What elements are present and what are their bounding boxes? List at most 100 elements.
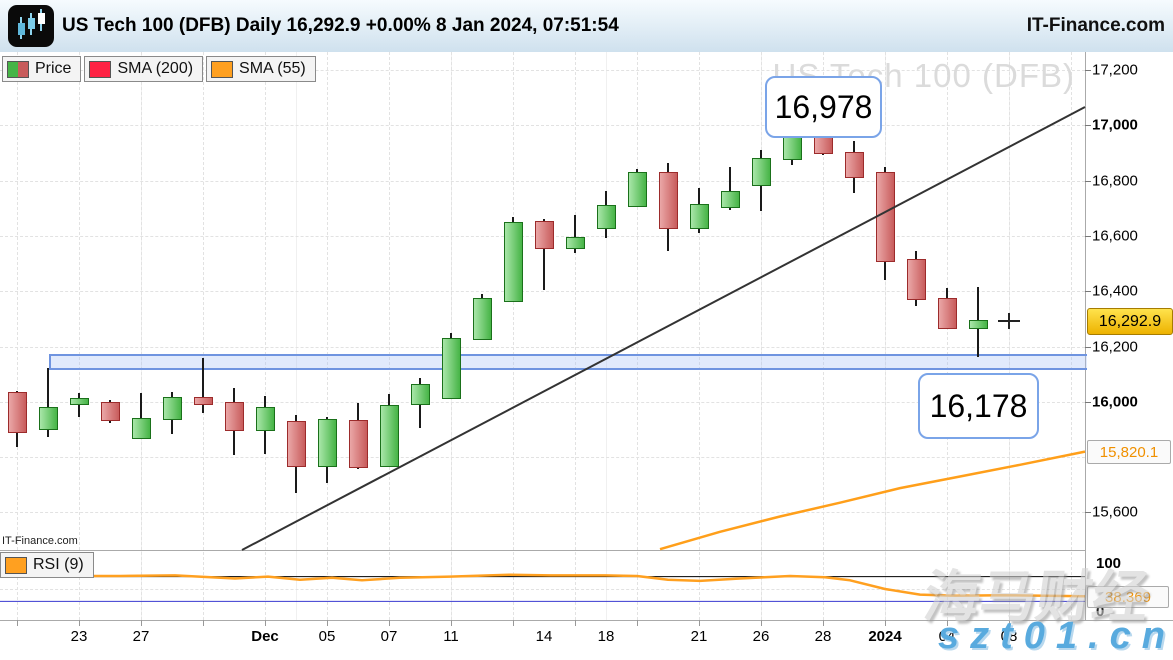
sma200-swatch: [89, 60, 112, 78]
chart-right-border: [1085, 52, 1086, 620]
y-axis-tick: [1085, 70, 1091, 71]
candle-body-up: [256, 407, 275, 432]
horizontal-gridline: [0, 180, 1085, 182]
candle-body-down: [101, 401, 120, 421]
rsi-line: [3, 573, 1086, 598]
support-zone-band: [49, 354, 1087, 370]
current-price-tag: 16,292.9: [1087, 308, 1173, 335]
x-axis-label: 21: [690, 628, 708, 645]
horizontal-gridline: [0, 70, 1085, 71]
price-swatch: [7, 60, 29, 78]
x-axis-tick: [761, 620, 762, 626]
rsi-swatch: [5, 556, 27, 574]
candle-body-down: [659, 172, 678, 229]
vertical-gridline: [327, 52, 328, 620]
x-axis-tick: [389, 620, 390, 626]
chart-canvas[interactable]: US Tech 100 (DFB) Price SMA (200) SMA (5…: [0, 52, 1173, 660]
candle-body-up: [380, 404, 399, 468]
x-axis-tick: [699, 620, 700, 626]
pane-divider: [0, 550, 1085, 551]
vertical-gridline: [761, 52, 762, 620]
vertical-gridline: [1009, 52, 1010, 620]
y-axis-tick: [1085, 401, 1091, 403]
legend-sma200-label: SMA (200): [117, 60, 194, 77]
vertical-gridline: [203, 52, 204, 620]
x-axis-tick: [17, 620, 18, 626]
x-axis-tick: [885, 620, 886, 626]
x-axis-tick: [451, 620, 452, 626]
x-axis-label: 18: [597, 628, 615, 645]
legend-item-sma200[interactable]: SMA (200): [84, 56, 204, 82]
x-axis-tick: [79, 620, 80, 626]
y-axis-tick: [1085, 235, 1091, 237]
candle-body-down: [845, 151, 864, 178]
x-axis-tick: [947, 620, 948, 626]
vertical-gridline: [575, 52, 576, 620]
candle-body-up: [473, 297, 492, 340]
y-axis-tick: [1085, 125, 1091, 127]
cn-domain-watermark: szt01.cn: [938, 615, 1173, 657]
vertical-gridline: [265, 52, 266, 620]
vertical-gridline: [79, 52, 80, 620]
legend-price-label: Price: [35, 60, 72, 77]
y-axis-tick: [1085, 512, 1091, 514]
high-callout-value: 16,978: [774, 88, 873, 125]
rsi-value-tag: 38.369: [1087, 586, 1169, 608]
x-axis-tick: [327, 620, 328, 626]
candlestick-logo-icon: [8, 5, 54, 47]
horizontal-gridline: [0, 346, 1085, 348]
candle-wick: [140, 393, 142, 439]
legend-item-sma55[interactable]: SMA (55): [206, 56, 316, 82]
candle-body-down: [349, 420, 368, 469]
vertical-gridline: [17, 52, 18, 620]
header-bar: US Tech 100 (DFB) Daily 16,292.9 +0.00% …: [0, 0, 1173, 53]
candle-body-down: [225, 401, 244, 432]
candle-body-up: [566, 237, 585, 249]
week-gridline: [606, 52, 607, 620]
x-axis-label: 14: [535, 628, 553, 645]
week-gridline: [296, 52, 297, 620]
rsi-bottom-border: [0, 620, 1173, 621]
candle-body-up: [690, 203, 709, 229]
x-axis-tick: [1009, 620, 1010, 626]
site-watermark-small: IT-Finance.com: [2, 535, 78, 547]
candle-body-up: [442, 337, 461, 400]
rsi-mid-gridline: [0, 589, 1085, 590]
x-axis-tick: [637, 620, 638, 626]
x-axis-tick: [575, 620, 576, 626]
candle-body-down: [907, 259, 926, 301]
y-axis-tick: [1085, 291, 1091, 293]
support-callout-value: 16,178: [929, 387, 1028, 424]
vertical-gridline: [141, 52, 142, 620]
candle-body-down: [287, 421, 306, 468]
candle-body-up: [70, 397, 89, 405]
legend-bar: Price SMA (200) SMA (55): [2, 56, 316, 82]
candle-body-up: [721, 190, 740, 208]
x-axis-tick: [513, 620, 514, 626]
candle-body-up: [318, 418, 337, 468]
vertical-gridline: [699, 52, 700, 620]
sma55-line: [659, 450, 1086, 551]
x-axis-tick: [265, 620, 266, 626]
y-axis-tick: [1085, 346, 1091, 348]
y-axis-label: 16,400: [1092, 282, 1138, 300]
vertical-gridline: [513, 52, 514, 620]
candle-body-up: [628, 172, 647, 207]
legend-item-rsi[interactable]: RSI (9): [0, 552, 94, 578]
vertical-gridline: [389, 52, 390, 620]
legend-item-price[interactable]: Price: [2, 56, 82, 82]
x-axis-label: Dec: [251, 628, 279, 645]
x-axis-label: 07: [380, 628, 398, 645]
candle-body-up: [783, 136, 802, 160]
x-axis-label: 08: [1000, 628, 1018, 645]
candle-body-down: [8, 392, 27, 434]
candle-body-up: [504, 222, 523, 303]
candle-wick: [202, 357, 204, 414]
candle-body-down: [876, 172, 895, 262]
sma55-swatch: [211, 60, 234, 78]
x-axis-tick: [141, 620, 142, 626]
brand-link[interactable]: IT-Finance.com: [1026, 15, 1165, 36]
x-axis-label: 11: [443, 628, 459, 645]
rsi-axis-100: 100: [1096, 555, 1122, 572]
rsi-legend-bar: RSI (9): [0, 552, 94, 578]
